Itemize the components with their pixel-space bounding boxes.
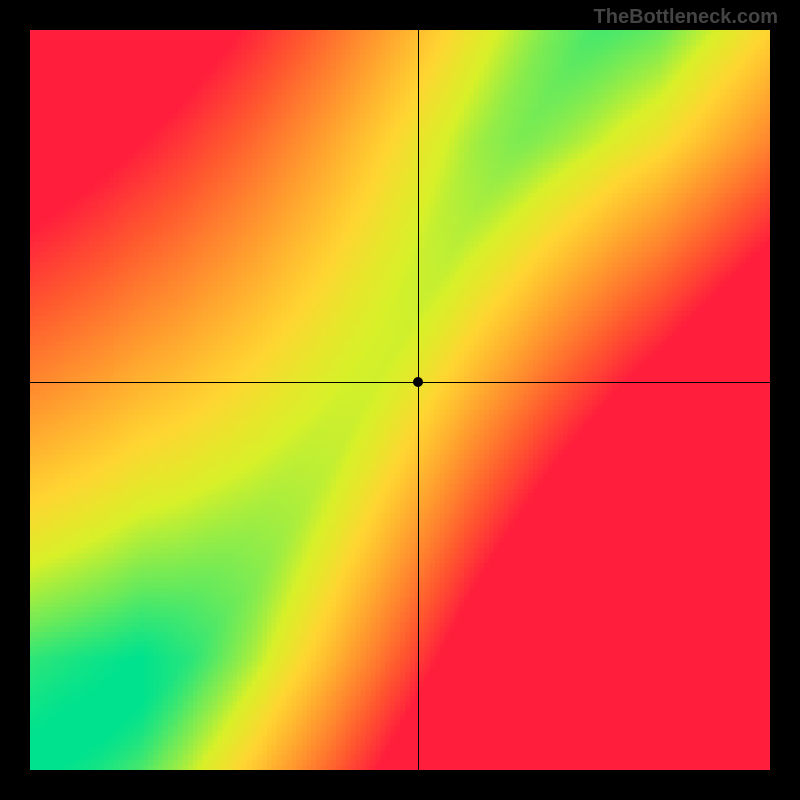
- marker-dot: [413, 377, 423, 387]
- watermark-text: TheBottleneck.com: [594, 6, 778, 29]
- crosshair-vertical: [418, 30, 419, 770]
- heatmap-plot: [30, 30, 770, 770]
- crosshair-horizontal: [30, 382, 770, 383]
- heatmap-canvas: [30, 30, 770, 770]
